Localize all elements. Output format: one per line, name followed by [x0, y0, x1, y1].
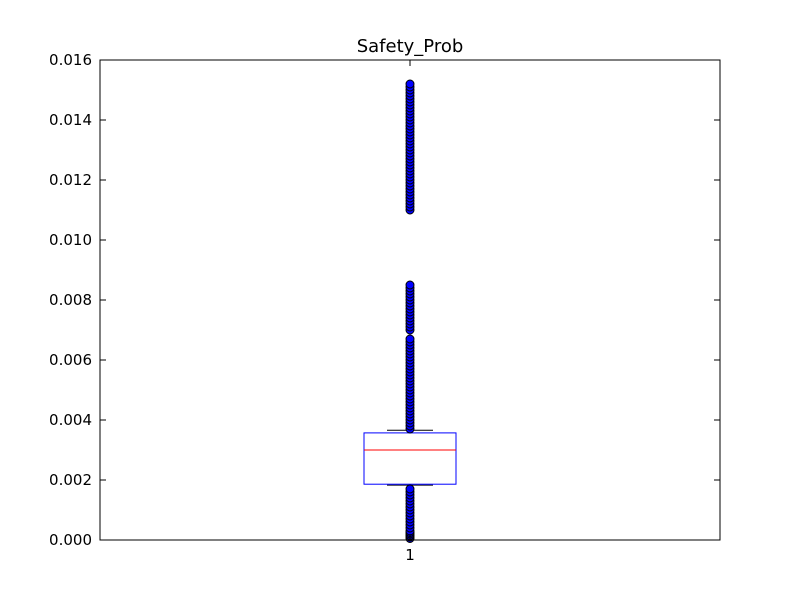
y-tick-label: 0.006	[49, 351, 92, 369]
y-tick-label: 0.000	[49, 531, 92, 549]
y-tick-label: 0.010	[49, 231, 92, 249]
y-tick-label: 0.014	[49, 111, 92, 129]
x-axis: 1	[405, 60, 415, 564]
outlier-point	[405, 484, 415, 494]
y-tick-label: 0.008	[49, 291, 92, 309]
y-tick-label: 0.002	[49, 471, 92, 489]
y-axis: 0.000 0.002 0.004 0.006 0.008 0.010 0.012 0.014…	[49, 51, 720, 549]
outlier-point	[405, 334, 415, 344]
y-tick-label: 0.004	[49, 411, 92, 429]
y-tick-label: 0.012	[49, 171, 92, 189]
outlier-point	[405, 79, 415, 89]
outlier-point	[405, 280, 415, 290]
x-tick-label: 1	[405, 546, 415, 564]
chart-title: Safety_Prob	[357, 36, 464, 57]
y-tick-label: 0.016	[49, 51, 92, 69]
axes-frame	[99, 59, 721, 541]
